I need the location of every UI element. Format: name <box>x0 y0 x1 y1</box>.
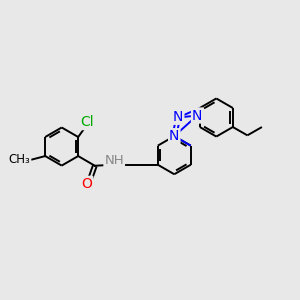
Text: Cl: Cl <box>80 115 94 129</box>
Text: N: N <box>169 129 179 143</box>
Text: N: N <box>173 110 183 124</box>
Text: N: N <box>192 109 202 122</box>
Text: NH: NH <box>104 154 124 167</box>
Text: CH₃: CH₃ <box>9 153 30 166</box>
Text: O: O <box>81 177 92 191</box>
